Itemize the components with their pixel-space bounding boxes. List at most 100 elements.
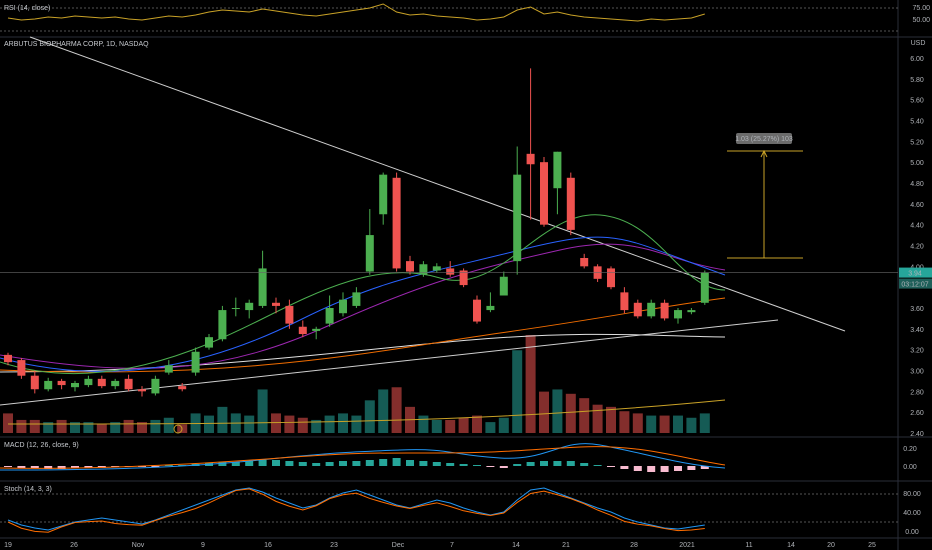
price-tick: 5.40 [910, 119, 924, 126]
volume-bar [297, 417, 308, 433]
candle-body [84, 378, 93, 386]
macd-histogram-bar [111, 466, 120, 467]
macd-histogram-bar [325, 462, 334, 466]
candle-body [486, 305, 495, 311]
macd-histogram-bar [432, 462, 441, 466]
candle-body [97, 378, 106, 387]
last-price-tag [899, 267, 932, 278]
volume-bar [123, 419, 134, 433]
candle-body [580, 258, 589, 267]
candle-body [218, 310, 227, 340]
signal-line [0, 446, 726, 469]
date-tick: 9 [201, 542, 205, 549]
macd-histogram-bar [285, 461, 294, 466]
macd-histogram-bar [312, 463, 321, 466]
volume-bar [673, 415, 683, 433]
price-tick: 5.60 [910, 98, 924, 105]
candle-body [526, 153, 535, 165]
volume-bar [284, 415, 295, 433]
macd-histogram-bar [84, 466, 93, 468]
candle-body [272, 302, 280, 306]
price-tick: 2.60 [910, 410, 924, 417]
macd-histogram-bar [365, 460, 374, 466]
ma-mid-line [0, 236, 726, 372]
volume-bar [418, 415, 429, 433]
candle-body [312, 328, 321, 331]
volume-bar [257, 389, 268, 433]
candle-body [231, 308, 240, 309]
date-tick: 7 [450, 542, 454, 549]
macd-histogram-bar [218, 462, 227, 466]
macd-histogram-bar [674, 466, 682, 471]
macd-histogram-bar [700, 466, 709, 469]
candle-body [285, 305, 294, 324]
candle-body [178, 386, 187, 390]
date-tick: 21 [562, 542, 570, 549]
date-tick: 11 [745, 542, 752, 549]
ma-long-line [0, 297, 726, 373]
date-tick: 2021 [679, 542, 695, 549]
volume-bar [512, 350, 523, 433]
candle-body [17, 360, 26, 376]
volume-bar [364, 400, 375, 433]
candle-body [164, 365, 173, 373]
price-tick: 3.00 [910, 369, 924, 376]
price-tick: 2.80 [910, 389, 924, 396]
rsi-line [7, 3, 705, 22]
candle-body [245, 302, 254, 311]
volume-bar [137, 422, 147, 433]
date-tick: 26 [70, 542, 78, 549]
candle-body [553, 151, 562, 189]
candle-body [392, 177, 401, 269]
stoch-title: Stoch (14, 3, 3) [4, 486, 52, 493]
volume-bar [552, 389, 563, 433]
macd-tick: 0.20 [903, 446, 917, 453]
volume-ma-line [7, 399, 726, 425]
stoch-tick: 80.00 [903, 491, 921, 498]
volume-bar [445, 419, 456, 433]
last-price-label: 3.94 [908, 271, 922, 278]
price-tick: 4.20 [910, 244, 924, 251]
volume-bar [525, 335, 536, 433]
candle-body [499, 276, 508, 296]
date-tick: 23 [330, 542, 338, 549]
macd-histogram-bar [406, 460, 414, 466]
date-tick: 25 [868, 542, 876, 549]
macd-histogram-bar [392, 458, 401, 466]
price-tick: 6.00 [910, 56, 924, 63]
macd-histogram-bar [352, 461, 361, 466]
candle-body [660, 302, 669, 319]
macd-histogram-bar [459, 464, 468, 466]
candle-body [138, 389, 146, 392]
candle-body [4, 354, 12, 363]
price-tick: 3.20 [910, 348, 924, 355]
macd-histogram-bar [245, 461, 254, 466]
ma-200-line [0, 333, 726, 373]
candle-body [298, 326, 307, 335]
macd-histogram-bar [499, 466, 508, 468]
candle-body [258, 268, 267, 306]
candle-body [687, 310, 696, 313]
macd-histogram-bar [44, 466, 53, 469]
descending-trendline [29, 36, 846, 332]
stoch-tick: 0.00 [905, 529, 919, 536]
ma-slow-line [0, 243, 726, 369]
volume-bar [324, 415, 335, 433]
macd-histogram-bar [620, 466, 629, 469]
candle-body [700, 272, 709, 303]
price-tick: 4.80 [910, 181, 924, 188]
macd-histogram-bar [71, 466, 79, 468]
volume-bar [659, 415, 670, 433]
volume-bar [163, 417, 174, 433]
macd-histogram-bar [580, 463, 589, 466]
volume-bar [686, 417, 697, 433]
volume-bar [16, 419, 27, 433]
candle-body [151, 378, 160, 394]
volume-bar [619, 411, 630, 433]
candle-body [674, 310, 682, 319]
candle-body [352, 292, 361, 306]
volume-bar [29, 419, 40, 433]
rsi-tick: 50.00 [912, 17, 930, 24]
macd-histogram-bar [566, 461, 575, 466]
